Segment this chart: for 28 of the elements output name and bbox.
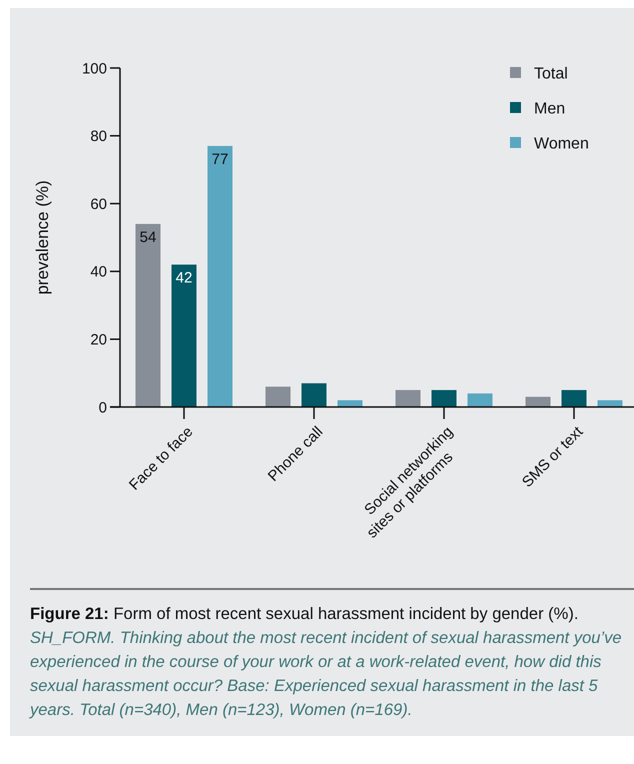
text: Form of most recent sexual harassment incident by gender (%).	[113, 605, 578, 623]
y-tick-label: 100	[82, 60, 107, 78]
y-tick-label: 40	[90, 264, 107, 281]
bar	[266, 386, 290, 407]
y-tick-label: 0	[98, 399, 107, 416]
data-label: 54	[140, 228, 156, 246]
legend-label: Men	[534, 100, 566, 118]
bar	[468, 393, 492, 407]
legend-label: Women	[534, 136, 589, 153]
data-label: 42	[176, 270, 192, 287]
bar	[562, 390, 586, 407]
y-tick-label: 60	[90, 196, 107, 213]
bar	[302, 383, 326, 407]
y-tick-label: 20	[90, 331, 107, 348]
y-axis-title: prevalence (%)	[33, 180, 52, 295]
bar	[338, 400, 362, 407]
text: SH_FORM. Thinking about the most recent incident of sexual harassment you’ve experienced in the course of your work or at a work-related event, how did this sexual harassment occur? Base: Experienced sexual harassment in the last 5 years. Total (n=340), Men (n=123), Women (n=169).	[30, 629, 622, 719]
bar	[526, 396, 550, 407]
bar	[172, 264, 196, 407]
y-tick-label: 80	[90, 128, 107, 146]
data-label: 77	[212, 150, 228, 168]
bar	[208, 146, 232, 407]
legend-label: Total	[534, 66, 568, 83]
bar	[396, 390, 420, 407]
caption: Figure 21:	[30, 605, 110, 623]
bar	[598, 400, 622, 407]
bar	[136, 224, 160, 407]
bar	[432, 390, 456, 407]
